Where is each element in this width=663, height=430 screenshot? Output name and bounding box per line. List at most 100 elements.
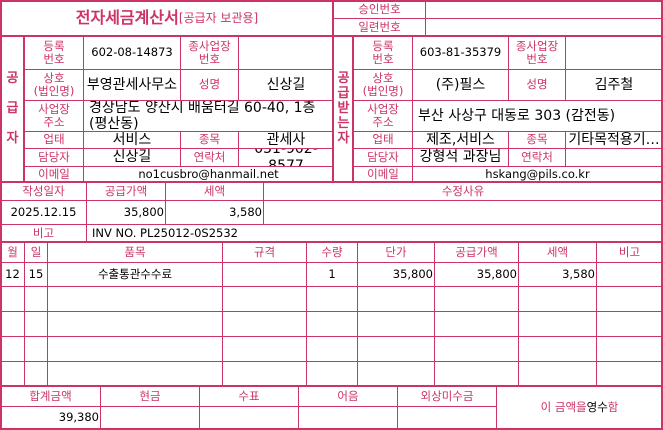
item-row-1-spec — [222, 262, 307, 287]
item-row-3-qty — [306, 311, 358, 337]
item-row-3-item — [47, 311, 223, 337]
supplier-branch-no-value — [238, 36, 334, 70]
item-row-1-month: 12 — [0, 262, 25, 287]
receipt-statement: 이 금액을 영수 함 — [496, 386, 663, 430]
totals-note-value — [298, 406, 398, 430]
summary-reason-label: 수정사유 — [263, 182, 663, 201]
totals-total-value: 39,380 — [0, 406, 101, 430]
item-row-2-note — [596, 286, 663, 312]
totals-total-label: 합계금액 — [0, 386, 101, 407]
receiver-reg-no-label: 등록 번호 — [353, 36, 413, 70]
totals-note-label: 어음 — [298, 386, 398, 407]
item-row-4-note — [596, 336, 663, 362]
item-row-5-unit-price — [357, 361, 435, 387]
item-row-4-day — [24, 336, 48, 362]
item-row-2-item — [47, 286, 223, 312]
receiver-branch-no-value — [565, 36, 663, 70]
item-header-month: 월 — [0, 242, 25, 263]
item-row-1-unit-price: 35,800 — [357, 262, 435, 287]
totals-credit-value — [397, 406, 497, 430]
border-line — [0, 0, 663, 2]
supplier-name-value: 신상길 — [238, 69, 334, 101]
item-row-5-supply — [434, 361, 519, 387]
receiver-company-value: (주)필스 — [412, 69, 509, 101]
border-line — [0, 385, 663, 387]
supplier-item-label: 종목 — [180, 131, 239, 149]
item-row-5-item — [47, 361, 223, 387]
border-line — [0, 181, 663, 183]
item-row-2-unit-price — [357, 286, 435, 312]
supplier-branch-no-label: 종사업장 번호 — [180, 36, 239, 70]
item-row-1-qty: 1 — [306, 262, 358, 287]
supplier-section-label: 공 급 자 — [0, 36, 25, 183]
receiver-name-label: 성명 — [508, 69, 566, 101]
item-row-5-month — [0, 361, 25, 387]
item-row-4-unit-price — [357, 336, 435, 362]
item-row-4-spec — [222, 336, 307, 362]
item-row-2-qty — [306, 286, 358, 312]
approval-no-label: 승인번호 — [333, 0, 426, 19]
summary-tax-value: 3,580 — [165, 200, 264, 225]
item-row-3-note — [596, 311, 663, 337]
item-header-tax: 세액 — [518, 242, 597, 263]
totals-check-value — [199, 406, 299, 430]
item-header-unit-price: 단가 — [357, 242, 435, 263]
receiver-phone-label: 연락처 — [508, 148, 566, 167]
summary-tax-label: 세액 — [165, 182, 264, 201]
receiver-phone-value — [565, 148, 663, 167]
summary-date-label: 작성일자 — [0, 182, 87, 201]
summary-supply-label: 공급가액 — [86, 182, 166, 201]
invoice-title: 전자세금계산서 [공급자 보관용] — [0, 0, 334, 37]
item-row-1-note — [596, 262, 663, 287]
supplier-phone-label: 연락처 — [180, 148, 239, 167]
item-row-5-tax — [518, 361, 597, 387]
item-row-1-item: 수출통관수수료 — [47, 262, 223, 287]
border-line — [23, 36, 25, 182]
receiver-contact-person-label: 담당자 — [353, 148, 413, 167]
receipt-word: 영수 — [586, 400, 608, 415]
item-row-5-day — [24, 361, 48, 387]
item-row-3-supply — [434, 311, 519, 337]
supplier-type-value: 서비스 — [83, 131, 181, 149]
item-header-qty: 수량 — [306, 242, 358, 263]
item-row-4-month — [0, 336, 25, 362]
item-row-3-spec — [222, 311, 307, 337]
item-row-3-month — [0, 311, 25, 337]
item-row-3-unit-price — [357, 311, 435, 337]
totals-check-label: 수표 — [199, 386, 299, 407]
item-header-note: 비고 — [596, 242, 663, 263]
summary-date-value: 2025.12.15 — [0, 200, 87, 225]
supplier-reg-no-label: 등록 번호 — [24, 36, 84, 70]
summary-reason-value — [263, 200, 663, 225]
border-line — [0, 0, 2, 430]
supplier-address-label: 사업장 주소 — [24, 100, 84, 132]
receiver-address-label: 사업장 주소 — [353, 100, 413, 132]
receiver-name-value: 김주철 — [565, 69, 663, 101]
border-line — [661, 0, 663, 430]
title-main: 전자세금계산서 — [75, 8, 179, 28]
totals-cash-label: 현금 — [100, 386, 200, 407]
item-row-2-supply — [434, 286, 519, 312]
receipt-suffix: 함 — [607, 400, 619, 415]
supplier-item-value: 관세사 — [238, 131, 334, 149]
supplier-contact-person-label: 담당자 — [24, 148, 84, 167]
item-header-spec: 규격 — [222, 242, 307, 263]
item-row-4-item — [47, 336, 223, 362]
item-row-3-tax — [518, 311, 597, 337]
supplier-company-label: 상호 (법인명) — [24, 69, 84, 101]
item-row-2-month — [0, 286, 25, 312]
receiver-item-label: 종목 — [508, 131, 566, 149]
receiver-item-value: 기타목적용기… — [565, 131, 663, 149]
border-line — [352, 36, 354, 182]
item-row-1-day: 15 — [24, 262, 48, 287]
totals-cash-value — [100, 406, 200, 430]
item-header-item: 품목 — [47, 242, 223, 263]
receiver-branch-no-label: 종사업장 번호 — [508, 36, 566, 70]
item-row-5-qty — [306, 361, 358, 387]
receipt-prefix: 이 금액을 — [540, 400, 587, 415]
item-row-1-tax: 3,580 — [518, 262, 597, 287]
item-row-2-day — [24, 286, 48, 312]
supplier-company-value: 부영관세사무소 — [83, 69, 181, 101]
approval-no-value — [425, 0, 663, 19]
